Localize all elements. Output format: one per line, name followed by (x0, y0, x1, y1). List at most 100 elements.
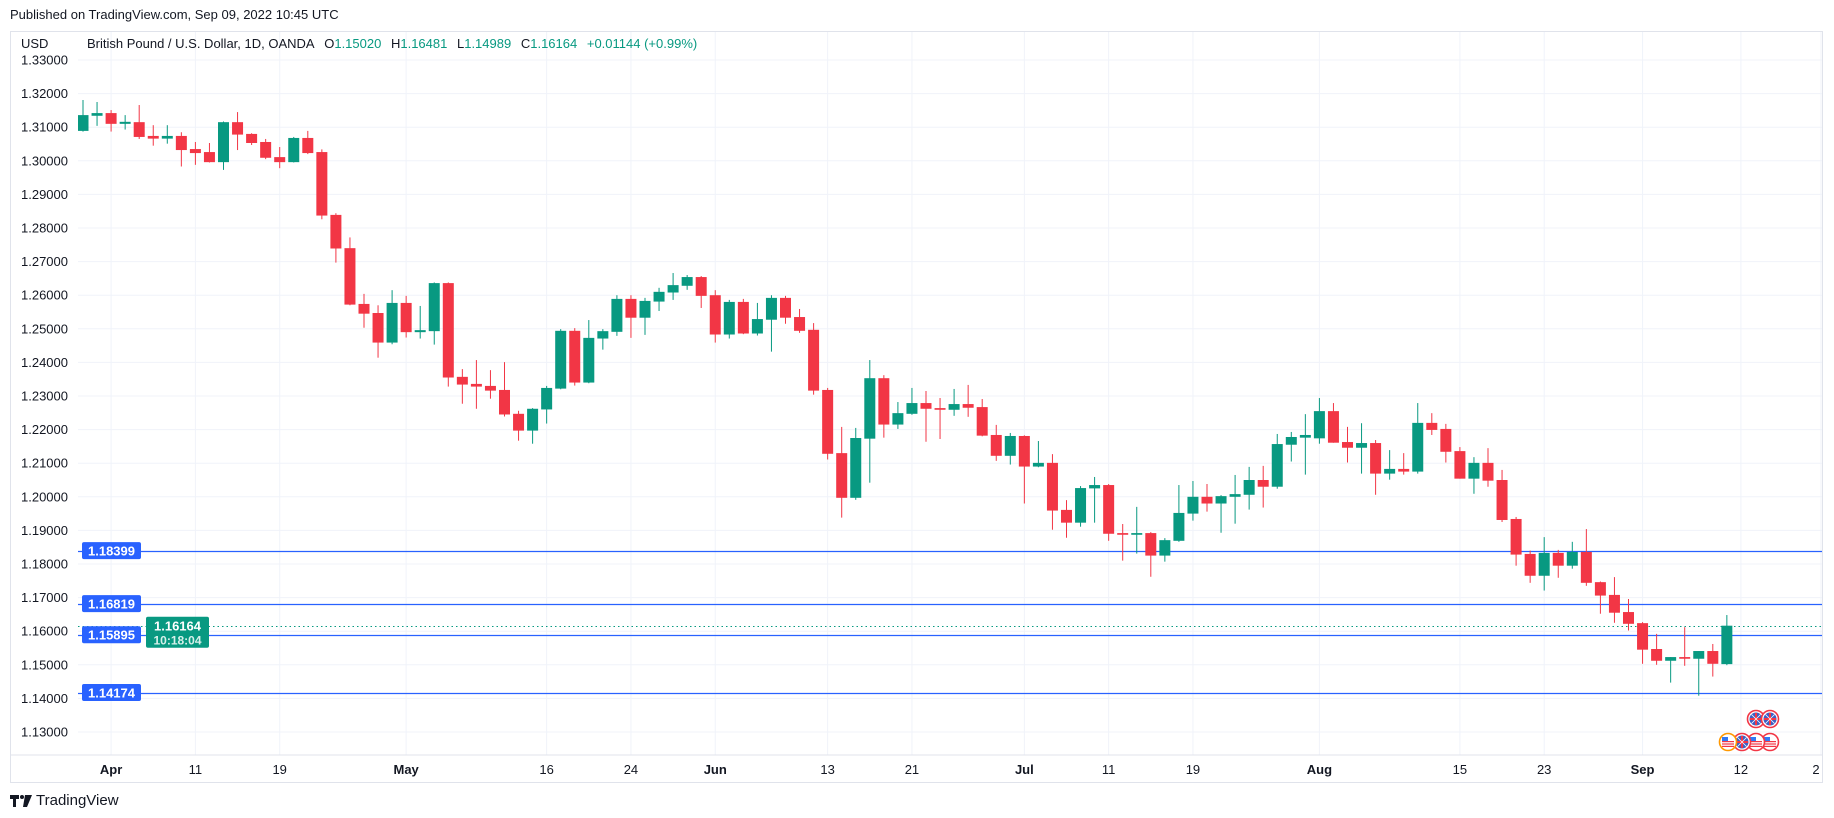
event-flag-us-icon[interactable] (1746, 732, 1766, 752)
y-tick-label: 1.19000 (21, 523, 68, 538)
x-tick-label: 2 (1812, 762, 1819, 777)
candle-body (1313, 411, 1325, 439)
candle (864, 360, 876, 483)
candle (470, 360, 482, 409)
candle-body (976, 407, 988, 436)
level-price-text: 1.15895 (88, 628, 135, 643)
candle (1145, 532, 1157, 577)
candle-body (513, 413, 525, 431)
candle (836, 426, 848, 518)
x-tick-label: 13 (820, 762, 834, 777)
candle-body (906, 403, 918, 414)
candle (822, 387, 834, 460)
candle-body (1089, 485, 1101, 489)
candle-body (1046, 462, 1058, 511)
candle (1721, 615, 1733, 666)
candle (611, 295, 623, 336)
candle (513, 410, 525, 441)
candle (372, 305, 384, 358)
candle-body (1510, 518, 1522, 555)
level-price-label: 1.15895 (82, 626, 141, 644)
candle (1510, 516, 1522, 566)
candle-body (1370, 443, 1382, 474)
candle (1398, 453, 1410, 475)
candle (723, 299, 735, 339)
candle (1285, 431, 1297, 462)
candle-body (990, 434, 1002, 456)
candle (316, 149, 328, 220)
candle (639, 297, 651, 335)
candle-body (133, 122, 145, 137)
candle (892, 402, 904, 429)
candle (203, 142, 215, 163)
event-flag-us-icon[interactable] (1718, 732, 1738, 752)
y-tick-label: 1.31000 (21, 120, 68, 135)
candle-body (1623, 612, 1634, 624)
candle (1468, 457, 1480, 494)
candle (386, 290, 398, 345)
candle-body (1018, 435, 1030, 467)
y-tick-label: 1.15000 (21, 657, 68, 672)
event-flag-uk-icon[interactable] (1732, 732, 1752, 752)
candle (91, 102, 103, 126)
candle-body (934, 408, 946, 410)
candle-body (1496, 480, 1508, 520)
chart-frame[interactable] (10, 31, 1823, 783)
candle-body (1075, 488, 1087, 523)
candle-body (78, 115, 89, 131)
candle-body (1594, 582, 1606, 596)
x-tick-label: 24 (624, 762, 638, 777)
candle (1693, 651, 1705, 696)
candle (1342, 426, 1353, 463)
candle (260, 138, 272, 160)
x-tick-label: 19 (1186, 762, 1200, 777)
x-tick-label: 23 (1537, 762, 1551, 777)
candle-body (1398, 468, 1410, 472)
candle-body (1707, 651, 1719, 664)
candle (456, 369, 468, 404)
x-tick-label: Aug (1307, 762, 1332, 777)
economic-events[interactable] (1718, 709, 1780, 752)
x-tick-label: 15 (1453, 762, 1467, 777)
tradingview-logo[interactable]: TradingView (10, 792, 119, 809)
candle-body (372, 313, 384, 343)
candle-body (119, 121, 131, 124)
candle (990, 424, 1002, 461)
price-axis-currency: USD (21, 36, 49, 51)
candle (765, 295, 777, 352)
candle-body (1426, 422, 1438, 430)
candle-body (91, 113, 103, 116)
candle-body (569, 330, 581, 383)
candle (1243, 466, 1255, 510)
candle (414, 305, 426, 339)
grid (78, 32, 1822, 755)
candle-body (1229, 494, 1241, 497)
candle (1370, 440, 1382, 495)
x-tick-label: Jun (704, 762, 727, 777)
candle-body (597, 331, 609, 339)
candle-body (611, 298, 623, 332)
candle-body (246, 133, 258, 143)
last-price-text: 1.16164 (154, 619, 202, 634)
candle-body (765, 297, 777, 320)
symbol-title[interactable]: British Pound / U.S. Dollar, 1D, OANDA (87, 36, 315, 51)
candle (442, 282, 454, 387)
event-flag-uk-icon[interactable] (1760, 709, 1780, 729)
candle (1075, 486, 1087, 527)
event-flag-us-icon[interactable] (1760, 732, 1780, 752)
candle (1454, 447, 1466, 479)
candle (1594, 581, 1606, 614)
candle (667, 273, 679, 300)
candle (358, 293, 370, 328)
price-axis[interactable]: 1.33000 1.32000 1.31000 1.30000 1.29000 1.280… (21, 53, 68, 740)
candle (527, 408, 539, 444)
candle-body (1032, 462, 1044, 467)
candle-body (1117, 533, 1129, 535)
level-price-text: 1.14174 (88, 686, 136, 701)
candle-body (105, 113, 117, 124)
y-tick-label: 1.30000 (21, 153, 68, 168)
candle (1103, 484, 1115, 541)
time-axis[interactable]: Apr 11 19 May 16 24 Jun 13 21 Jul 11 19 Aug 15 23 Sep 12… (100, 762, 1820, 777)
candle-body (1201, 496, 1213, 504)
